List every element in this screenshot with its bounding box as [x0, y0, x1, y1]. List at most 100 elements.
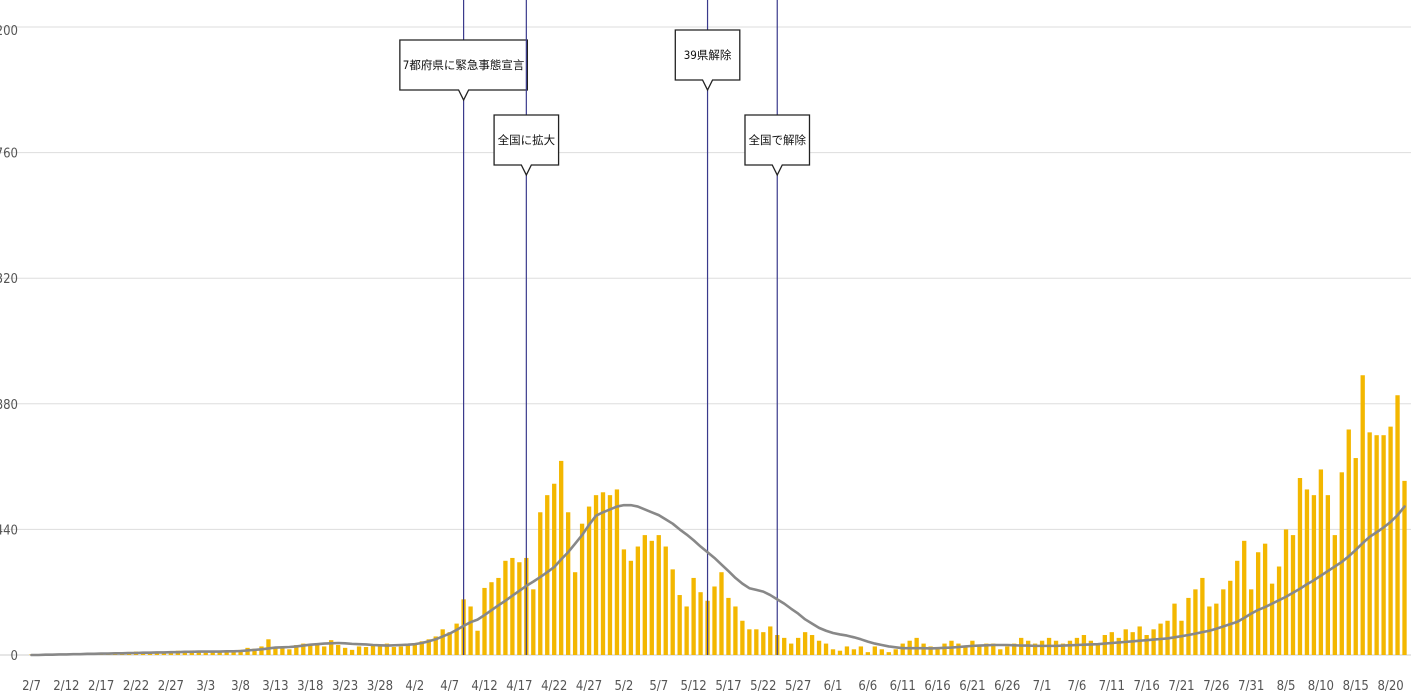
event-label: 全国で解除: [748, 133, 806, 147]
bar: [259, 646, 264, 655]
bar: [977, 646, 982, 655]
bar: [1039, 640, 1045, 655]
event-callout: 全国に拡大: [493, 114, 560, 177]
bar: [733, 606, 738, 655]
bar: [1255, 552, 1261, 655]
bar: [1179, 620, 1184, 655]
bar: [405, 644, 411, 655]
bar: [719, 572, 724, 655]
x-tick-label: 6/6: [858, 679, 877, 694]
bar: [335, 645, 341, 655]
bar: [1304, 489, 1310, 655]
bar: [893, 649, 898, 655]
bar: [273, 647, 278, 655]
bar: [1339, 472, 1344, 655]
bar: [1151, 629, 1156, 655]
y-axis-ticks: 0 440 880 1320 1760 2200: [0, 24, 18, 664]
bar: [1032, 643, 1038, 655]
bar: [468, 606, 473, 655]
bar: [649, 540, 654, 655]
bar: [1325, 495, 1331, 655]
x-tick-label: 5/7: [649, 679, 668, 694]
bar: [231, 651, 236, 655]
bar: [217, 652, 222, 655]
bar: [1297, 478, 1303, 655]
bar: [1269, 583, 1275, 655]
bar: [329, 640, 334, 655]
bar: [614, 489, 620, 655]
x-tick-label: 7/26: [1203, 679, 1229, 694]
bar: [1262, 543, 1268, 655]
bar: [956, 643, 961, 655]
bar-series: [29, 375, 1407, 655]
bar: [196, 651, 201, 655]
bar: [1074, 637, 1080, 655]
bar: [308, 644, 313, 655]
bar: [1095, 643, 1101, 655]
bar: [984, 643, 989, 655]
bar: [1116, 637, 1121, 655]
bar: [1353, 458, 1358, 655]
bar: [712, 586, 717, 655]
x-tick-label: 8/10: [1308, 679, 1334, 694]
bar: [823, 643, 829, 655]
bar: [879, 649, 884, 655]
bar: [287, 649, 292, 655]
bar: [844, 646, 850, 655]
bar: [552, 483, 557, 655]
bar: [1388, 426, 1393, 655]
x-tick-label: 6/21: [959, 679, 985, 694]
event-callout: 39県解除: [674, 29, 741, 92]
bar: [726, 597, 731, 655]
bar: [475, 630, 480, 655]
bar: [538, 512, 543, 655]
x-tick-label: 3/23: [332, 679, 358, 694]
bar: [349, 649, 355, 655]
bar: [1144, 635, 1149, 655]
x-tick-label: 6/1: [824, 679, 843, 694]
y-tick-label: 1320: [0, 272, 18, 287]
event-callout: 全国で解除: [744, 114, 811, 177]
bar: [782, 637, 787, 655]
bar: [315, 643, 320, 655]
bar: [1235, 560, 1240, 655]
bar: [433, 636, 438, 655]
bar: [789, 643, 794, 655]
bar: [1374, 435, 1379, 655]
bar: [1186, 597, 1191, 655]
bar: [1249, 589, 1254, 655]
x-tick-label: 5/27: [785, 679, 811, 694]
bar: [1172, 603, 1177, 655]
bar: [531, 589, 536, 655]
x-tick-label: 5/2: [614, 679, 633, 694]
bar: [1088, 640, 1094, 655]
bar: [593, 495, 599, 655]
bar: [970, 640, 975, 655]
bar: [677, 595, 682, 655]
x-tick-label: 4/12: [471, 679, 497, 694]
callout-box: [674, 29, 741, 92]
bar: [1025, 640, 1031, 655]
bar: [398, 646, 404, 655]
bar: [963, 646, 968, 655]
bar: [635, 546, 641, 655]
x-tick-label: 7/6: [1068, 679, 1087, 694]
bar: [1290, 535, 1296, 655]
y-tick-label: 1760: [0, 147, 18, 162]
bar: [1005, 646, 1010, 655]
bar: [517, 562, 522, 655]
bar: [816, 640, 822, 655]
x-tick-label: 3/8: [231, 679, 250, 694]
bar: [872, 646, 877, 655]
bar: [795, 637, 801, 655]
bar: [942, 643, 947, 655]
bar: [928, 646, 933, 655]
bar: [370, 645, 376, 655]
bar: [663, 546, 668, 655]
x-tick-label: 2/17: [88, 679, 114, 694]
bar: [991, 643, 996, 655]
bar: [579, 523, 585, 655]
x-tick-label: 6/11: [890, 679, 916, 694]
y-tick-label: 0: [11, 649, 18, 664]
